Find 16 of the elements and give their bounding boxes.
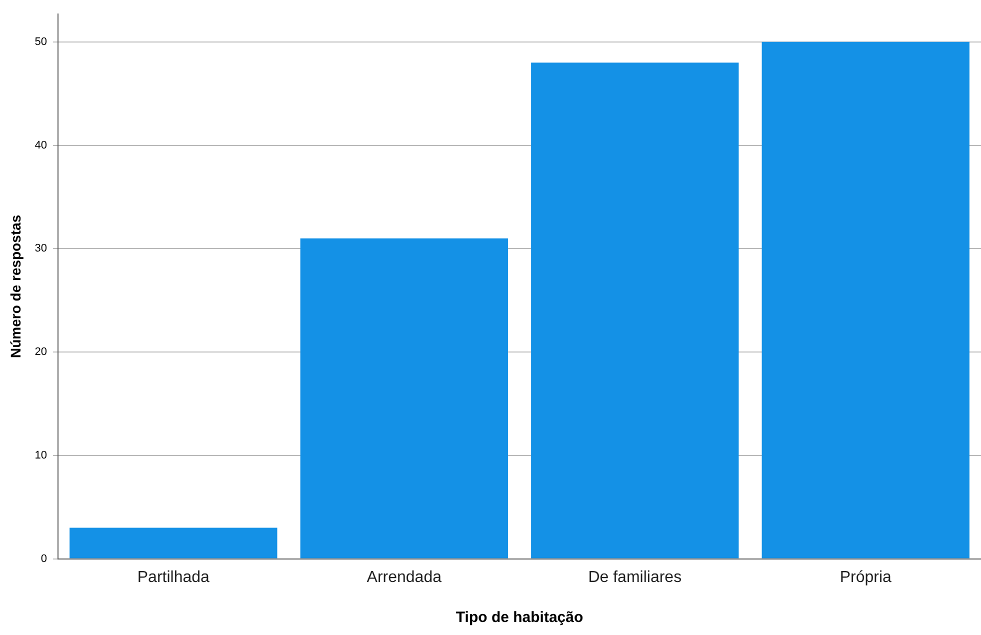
x-tick-label: De familiares — [588, 568, 682, 586]
y-tick-label: 50 — [34, 36, 48, 48]
bar — [70, 528, 278, 558]
x-tick-label: Própria — [840, 568, 892, 586]
y-tick-label: 0 — [40, 552, 48, 565]
y-tick-label: 30 — [34, 242, 48, 255]
x-tick-label: Arrendada — [366, 568, 442, 586]
bar — [300, 238, 508, 558]
y-axis-title: Número de respostas — [7, 214, 24, 358]
x-tick-label: Partilhada — [137, 568, 210, 586]
y-tick-label: 10 — [34, 449, 48, 462]
y-tick-label: 40 — [34, 139, 48, 152]
bar — [531, 62, 739, 558]
y-tick-label: 20 — [34, 346, 48, 358]
bar — [762, 42, 970, 558]
x-axis-title: Tipo de habitação — [456, 609, 584, 626]
